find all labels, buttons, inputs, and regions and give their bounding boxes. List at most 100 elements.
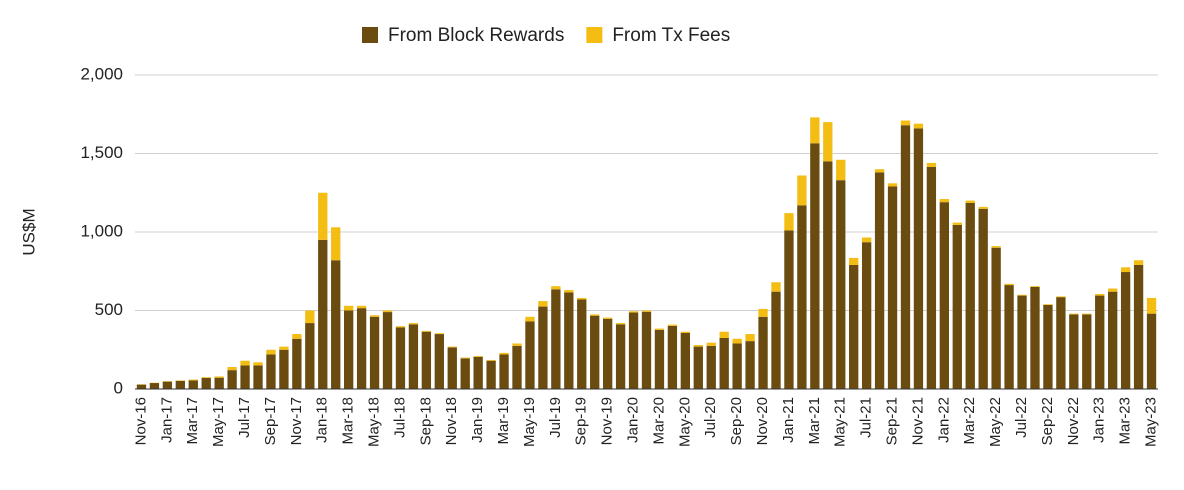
x-tick-label: Jul-21 [858,397,875,438]
bar-segment [408,323,419,325]
bar-segment [836,159,846,181]
bar-segment [900,125,911,390]
bar-segment [693,345,703,347]
x-tick-label: Mar-18 [340,397,357,445]
x-tick-label: Sep-20 [728,397,745,445]
bar-segment [1069,314,1079,389]
bar-segment [253,365,263,389]
bar-segment [732,343,742,389]
x-tick-label: Sep-21 [884,397,901,445]
bar-segment [240,360,250,366]
bar-segment [292,338,302,389]
bar-segment [434,334,444,389]
bar-segment [1146,313,1157,389]
bar-segment [719,337,729,389]
bar-segment [1004,283,1014,286]
bar-segment [486,360,496,389]
x-tick-label: Jul-22 [1013,397,1030,438]
y-tick-label: 500 [95,300,123,319]
bar-segment [499,354,509,389]
x-tick-label: Jan-18 [314,397,331,443]
bar-segment [978,208,988,389]
x-tick-label: May-20 [676,397,693,447]
bar-segment [1095,294,1105,296]
bar-segment [849,264,859,389]
bar-segment [227,367,237,371]
bar-segment [745,341,755,389]
bar-segment [784,230,794,389]
bar-segment [641,310,652,312]
bar-segment [551,286,561,290]
bar-segment [1017,294,1027,296]
x-tick-label: Mar-21 [806,397,823,445]
bar-segment [1108,288,1118,292]
bar-segment [1082,313,1092,315]
bar-segment [577,297,587,300]
x-tick-label: Nov-17 [288,397,305,445]
bar-segment [214,376,224,378]
bar-segment [978,206,988,209]
legend-swatch [586,27,603,43]
bar-segment [1030,286,1040,287]
bar-segment [266,354,276,389]
bar-segment [382,310,393,313]
bar-segment [214,377,224,389]
bar-segment [693,346,703,389]
bar-segment [382,312,393,389]
y-axis-label: US$M [19,208,38,255]
bar-segment [1082,314,1092,389]
bar-segment [874,172,885,389]
x-tick-label: May-23 [1142,397,1159,447]
bar-segment [331,227,341,261]
bar-segment [1095,295,1105,389]
bar-segment [227,370,237,389]
bar-segment [926,166,937,389]
x-tick-label: Jan-22 [935,397,952,443]
bar-segment [602,317,613,319]
bar-segment [965,200,975,203]
bar-segment [719,331,729,338]
bar-segment [279,349,289,389]
bar-segment [1056,297,1066,389]
bar-segment [356,305,367,309]
bar-segment [667,325,678,389]
bar-segment [1133,260,1144,265]
bar-segment [706,342,716,346]
bar-segment [654,329,665,389]
bar-segment [486,359,496,361]
bar-segment [615,323,626,325]
bar-segment [628,312,639,389]
bar-segment [913,128,924,389]
x-tick-label: Nov-22 [1065,397,1082,445]
bar-segment [991,246,1001,248]
bar-segment [564,290,574,293]
bar-segment [1133,264,1144,389]
bar-segment [926,162,937,167]
y-tick-label: 0 [114,378,123,397]
bar-segment [745,334,755,342]
bar-segment [641,311,652,389]
bar-segment [836,180,846,389]
bar-segment [305,323,315,389]
bar-segment [590,314,600,316]
x-tick-label: Mar-22 [961,397,978,445]
bar-segment [771,282,781,292]
bar-segment [447,346,457,348]
legend-label: From Block Rewards [388,25,564,46]
bar-segment [512,343,522,346]
bar-segment [680,331,691,333]
bar-segment [1043,304,1053,306]
bar-segment [1056,296,1066,298]
bar-segment [344,305,354,311]
bar-segment [1004,285,1014,389]
bar-segment [577,299,587,389]
bar-segment [538,306,548,389]
bar-segment [434,333,444,335]
bar-segment [344,310,354,389]
bar-segment [473,356,483,389]
bar-segment [136,384,147,389]
bar-segment [628,311,639,313]
bar-segment [758,316,768,389]
legend-swatch [362,27,378,43]
bar-segment [538,301,548,307]
